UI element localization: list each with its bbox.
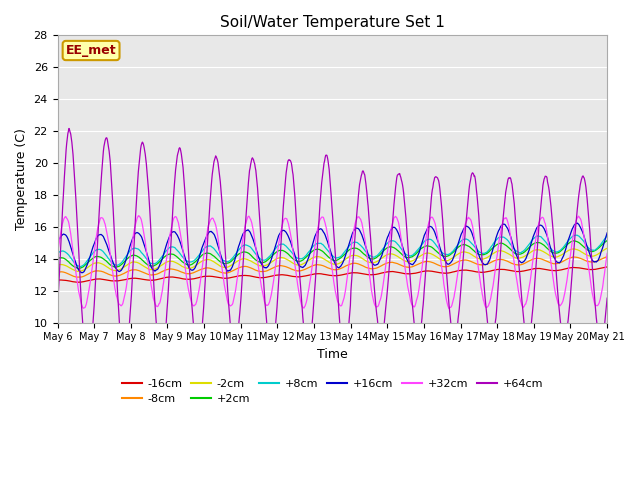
- -16cm: [81, 278, 88, 284]
- -16cm: [74, 279, 82, 285]
- +8cm: [156, 256, 164, 262]
- -2cm: [378, 255, 386, 261]
- -2cm: [74, 268, 81, 274]
- +2cm: [156, 258, 164, 264]
- -16cm: [585, 266, 593, 272]
- -8cm: [577, 255, 584, 261]
- +64cm: [379, 329, 387, 335]
- Title: Soil/Water Temperature Set 1: Soil/Water Temperature Set 1: [220, 15, 445, 30]
- +16cm: [54, 241, 61, 247]
- +32cm: [135, 213, 143, 218]
- -2cm: [585, 253, 593, 259]
- -16cm: [54, 277, 61, 283]
- +32cm: [577, 217, 584, 223]
- +16cm: [604, 230, 611, 236]
- +64cm: [157, 354, 164, 360]
- +64cm: [54, 306, 61, 312]
- +64cm: [81, 341, 88, 347]
- +64cm: [604, 295, 611, 301]
- +8cm: [604, 233, 611, 239]
- Line: +2cm: +2cm: [58, 240, 607, 268]
- -2cm: [156, 264, 164, 269]
- +32cm: [80, 305, 88, 311]
- +32cm: [604, 251, 611, 256]
- +16cm: [573, 220, 581, 226]
- Line: -8cm: -8cm: [58, 257, 607, 277]
- -2cm: [604, 245, 611, 251]
- -16cm: [378, 270, 386, 276]
- +2cm: [604, 238, 611, 243]
- Line: +64cm: +64cm: [58, 129, 607, 365]
- +32cm: [586, 270, 593, 276]
- X-axis label: Time: Time: [317, 348, 348, 361]
- +16cm: [577, 225, 584, 231]
- -16cm: [282, 272, 290, 278]
- -8cm: [54, 269, 61, 275]
- +8cm: [573, 232, 580, 238]
- +16cm: [78, 270, 86, 276]
- -8cm: [282, 264, 290, 270]
- +8cm: [282, 243, 290, 249]
- +2cm: [76, 265, 83, 271]
- -8cm: [81, 273, 88, 279]
- Text: EE_met: EE_met: [66, 44, 116, 57]
- +8cm: [76, 264, 84, 270]
- +2cm: [378, 250, 386, 255]
- -16cm: [156, 276, 164, 282]
- +2cm: [577, 241, 584, 247]
- +32cm: [156, 299, 164, 305]
- -8cm: [76, 274, 83, 280]
- +32cm: [445, 306, 452, 312]
- +2cm: [282, 250, 290, 255]
- +16cm: [586, 250, 593, 256]
- +16cm: [282, 229, 290, 235]
- Legend: -16cm, -8cm, -2cm, +2cm, +8cm, +16cm, +32cm, +64cm: -16cm, -8cm, -2cm, +2cm, +8cm, +16cm, +3…: [117, 374, 547, 408]
- -16cm: [577, 265, 584, 271]
- +64cm: [283, 166, 291, 171]
- -2cm: [54, 263, 61, 268]
- +16cm: [156, 261, 164, 267]
- +2cm: [54, 256, 61, 262]
- -16cm: [604, 264, 611, 270]
- +64cm: [84, 362, 92, 368]
- +32cm: [282, 216, 290, 222]
- +2cm: [585, 248, 593, 253]
- +32cm: [54, 252, 61, 257]
- -8cm: [156, 270, 164, 276]
- +2cm: [81, 263, 88, 268]
- Line: +16cm: +16cm: [58, 223, 607, 273]
- Y-axis label: Temperature (C): Temperature (C): [15, 128, 28, 230]
- -8cm: [378, 263, 386, 268]
- -2cm: [282, 256, 290, 262]
- +16cm: [81, 268, 88, 274]
- +16cm: [378, 252, 386, 258]
- -2cm: [577, 248, 584, 254]
- +8cm: [81, 262, 88, 267]
- +8cm: [586, 246, 593, 252]
- +8cm: [54, 251, 61, 256]
- Line: -16cm: -16cm: [58, 267, 607, 282]
- -8cm: [604, 254, 611, 260]
- +64cm: [65, 126, 73, 132]
- +64cm: [586, 222, 593, 228]
- +8cm: [378, 247, 386, 253]
- Line: +32cm: +32cm: [58, 216, 607, 309]
- -8cm: [585, 259, 593, 264]
- +8cm: [577, 235, 584, 241]
- Line: +8cm: +8cm: [58, 235, 607, 267]
- +32cm: [378, 289, 386, 295]
- -2cm: [81, 267, 88, 273]
- Line: -2cm: -2cm: [58, 248, 607, 271]
- +64cm: [577, 179, 584, 185]
